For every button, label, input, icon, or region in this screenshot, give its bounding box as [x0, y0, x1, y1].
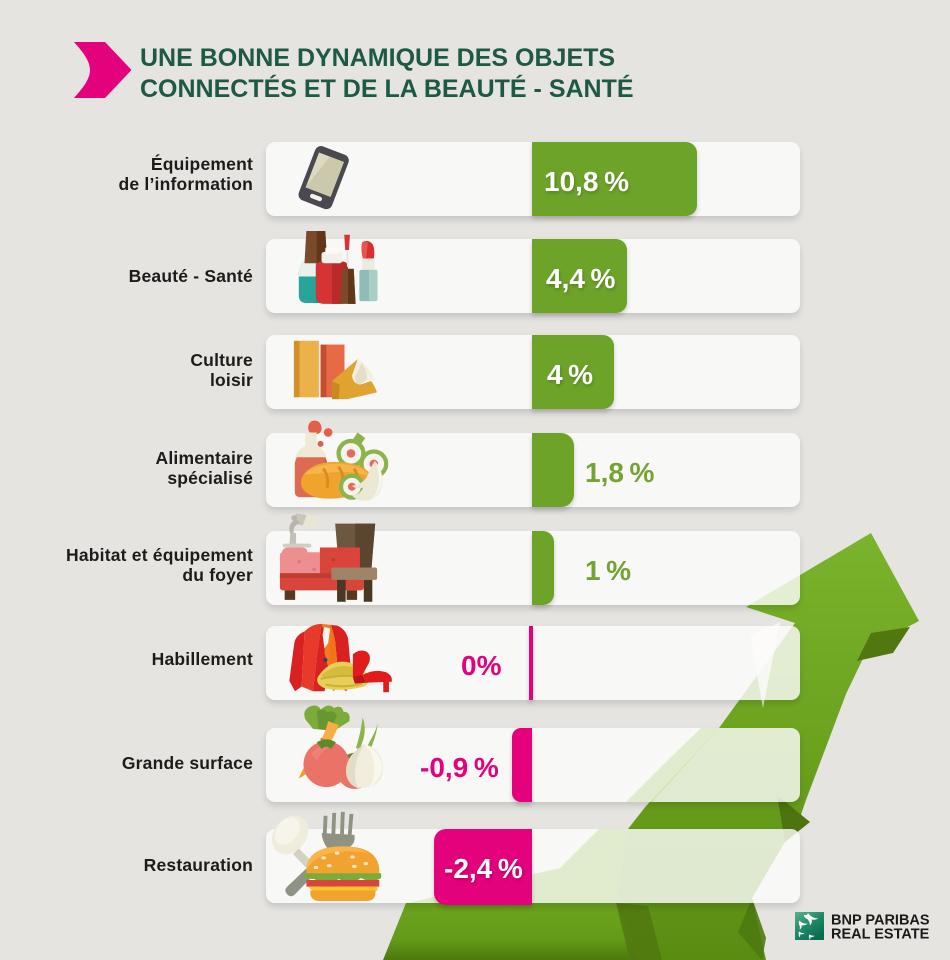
svg-text:REAL ESTATE: REAL ESTATE — [831, 927, 930, 943]
svg-text:BNP PARIBAS: BNP PARIBAS — [831, 913, 930, 929]
